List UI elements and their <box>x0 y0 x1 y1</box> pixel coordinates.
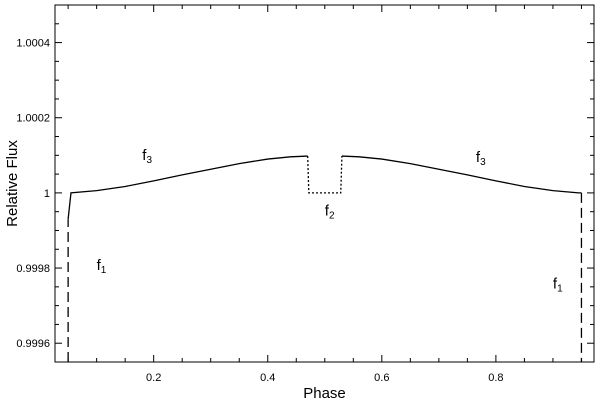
annotation-f1: f1 <box>553 276 563 295</box>
y-tick-label: 1.0004 <box>16 38 50 50</box>
x-axis-title: Phase <box>303 385 346 402</box>
series-line-3 <box>307 156 343 194</box>
annotation-f3: f3 <box>476 149 486 168</box>
series-line-2 <box>67 155 308 220</box>
annotation-f3: f3 <box>142 147 152 166</box>
x-tick-label: 0.4 <box>260 372 275 384</box>
y-tick-label: 0.9996 <box>16 338 50 350</box>
annotation-f1: f1 <box>97 257 107 276</box>
y-axis-title: Relative Flux <box>4 140 21 227</box>
x-tick-label: 0.6 <box>374 372 389 384</box>
plot-frame <box>54 4 595 363</box>
series-line-4 <box>341 155 582 194</box>
x-tick-label: 0.2 <box>146 372 161 384</box>
chart-ticks: 0.2 0.4 0.6 0.8 0.9996 0.9998 1 1.0002 1.0004 <box>16 4 594 384</box>
chart-annotations: f3 f3 f2 f1 f1 <box>97 147 563 295</box>
y-tick-label: 0.9998 <box>16 263 50 275</box>
annotation-f2: f2 <box>325 202 335 221</box>
x-tick-label: 0.8 <box>488 372 503 384</box>
chart-marks <box>67 155 583 362</box>
y-tick-label: 1.0002 <box>16 113 50 125</box>
y-tick-label: 1 <box>44 188 50 200</box>
